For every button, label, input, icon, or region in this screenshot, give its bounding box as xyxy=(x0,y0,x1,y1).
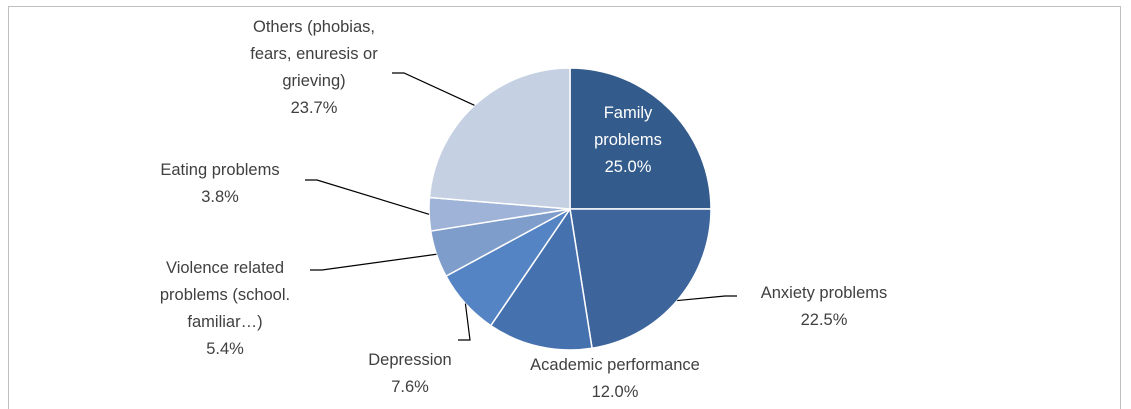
data-label: Others (phobias, fears, enuresis or grie… xyxy=(234,14,394,122)
category-label: Others (phobias, fears, enuresis or grie… xyxy=(250,18,378,90)
pie-slice xyxy=(569,208,712,350)
data-label: Violence related problems (school. famil… xyxy=(140,255,310,363)
category-label: Eating problems xyxy=(160,161,280,179)
data-label: Academic performance 12.0% xyxy=(485,352,745,406)
value-label: 12.0% xyxy=(591,383,639,401)
leader-line xyxy=(458,303,471,341)
leader-line xyxy=(392,72,475,106)
leader-line xyxy=(677,295,737,302)
category-label: Family problems xyxy=(594,104,662,149)
leader-line xyxy=(310,253,437,271)
category-label: Anxiety problems xyxy=(760,284,888,302)
leader-line xyxy=(305,179,430,215)
pie-slice xyxy=(428,67,571,210)
value-label: 22.5% xyxy=(800,311,848,329)
category-label: Academic performance xyxy=(530,356,700,374)
value-label: 7.6% xyxy=(391,378,429,396)
value-label: 5.4% xyxy=(206,340,244,358)
pie-slice xyxy=(489,207,593,351)
data-label: Eating problems 3.8% xyxy=(120,157,320,211)
data-label: Depression 7.6% xyxy=(340,347,480,401)
chart-frame xyxy=(8,6,1121,409)
category-label: Depression xyxy=(368,351,452,369)
data-label: Family problems 25.0% xyxy=(573,100,683,181)
value-label: 3.8% xyxy=(201,188,239,206)
pie-slice xyxy=(569,67,712,210)
data-label: Anxiety problems 22.5% xyxy=(724,280,924,334)
category-label: Violence related problems (school. famil… xyxy=(159,259,291,331)
value-label: 25.0% xyxy=(604,158,652,176)
value-label: 23.7% xyxy=(290,99,338,117)
